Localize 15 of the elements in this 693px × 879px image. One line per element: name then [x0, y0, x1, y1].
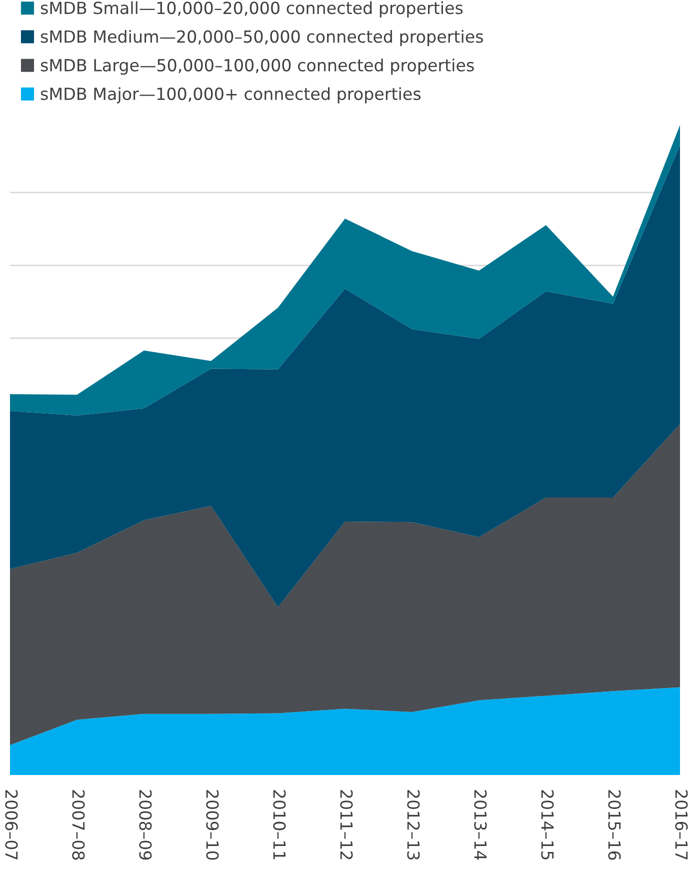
x-tick-label: 2011–12 [340, 790, 353, 860]
x-tick-label: 2015–16 [608, 790, 621, 860]
x-tick-label: 2008–09 [139, 790, 152, 860]
legend-label: sMDB Small—10,000–20,000 connected properties [40, 1, 463, 18]
legend-label: sMDB Large—50,000–100,000 connected properties [40, 58, 474, 75]
x-tick-label: 2014–15 [541, 790, 554, 860]
x-tick-label: 2007–08 [72, 790, 85, 860]
x-tick-label: 2012–13 [407, 790, 420, 860]
legend-label: sMDB Major—100,000+ connected properties [40, 87, 421, 104]
x-tick-label: 2013–14 [474, 790, 487, 860]
x-tick-label: 2006–07 [5, 790, 18, 860]
legend-label: sMDB Medium—20,000–50,000 connected properties [40, 30, 483, 46]
x-tick-label: 2010–11 [273, 790, 286, 860]
x-tick-label: 2016–17 [675, 790, 688, 860]
x-tick-label: 2009–10 [206, 790, 219, 860]
